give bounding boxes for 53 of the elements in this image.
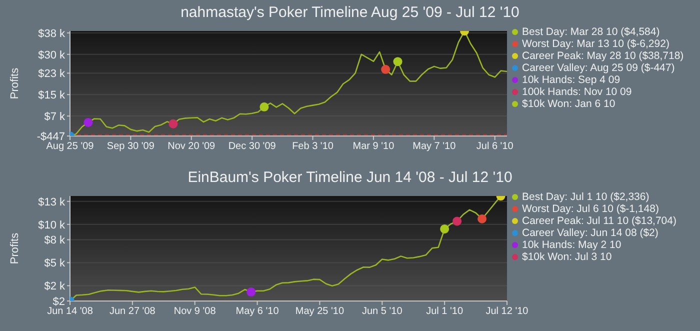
y-tick-label: $38 k (38, 28, 66, 40)
x-tick-label: Sep 30 '09 (106, 141, 155, 152)
y-tick-label: -$447 (36, 130, 65, 143)
point (381, 64, 390, 74)
x-tick-label: Jul 6 '10 (476, 141, 514, 152)
x-tick-label: Mar 9 '10 (352, 141, 395, 152)
legend-label: $10k Won: Jan 6 10 (522, 98, 616, 110)
point (440, 224, 450, 234)
y-tick-label: $8 k (44, 234, 66, 247)
point (478, 214, 487, 224)
x-tick-label: Jul 1 '10 (426, 306, 464, 318)
x-tick-label: Aug 25 '09 (46, 141, 94, 152)
y-tick-label: $2 k (44, 280, 66, 293)
y-tick-label: $15 k (38, 89, 66, 102)
point (260, 102, 269, 112)
legend-label: 100k Hands: Nov 10 09 (522, 86, 632, 98)
x-tick-label: May 25 '10 (295, 306, 344, 318)
x-tick-label: Nov 9 '08 (174, 306, 216, 318)
legend-label: $10k Won: Jul 3 10 (522, 251, 612, 263)
point (393, 57, 402, 66)
x-tick-label: Jun 27 '08 (110, 306, 156, 318)
legend-label: 10k Hands: Sep 4 09 (522, 74, 620, 86)
y-tick-label: $30 k (38, 49, 66, 62)
x-tick-label: Dec 30 '09 (228, 141, 276, 152)
x-tick-label: Nov 20 '09 (168, 141, 216, 152)
x-tick-label: Jun 5 '10 (362, 306, 403, 318)
legend-label: Career Valley: Jun 14 08 ($2) (522, 227, 658, 239)
y-tick-label: $2 (52, 296, 65, 308)
y-tick-label: $23 k (38, 68, 66, 80)
x-tick-label: May 7 '10 (412, 141, 456, 152)
point (168, 119, 178, 128)
x-tick-label: Jun 14 '08 (47, 306, 94, 318)
chart-title: EinBaum's Poker Timeline Jun 14 '08 - Jul 12 '10 (186, 169, 514, 186)
point (84, 118, 93, 127)
y-axis-title: Profits (8, 67, 21, 100)
x-tick-label: Jul 12 '10 (486, 306, 529, 318)
legend-label: Worst Day: Mar 13 10 ($-6,292) (522, 38, 670, 50)
y-tick-label: $5 k (44, 258, 66, 270)
legend-label: Best Day: Mar 28 10 ($4,584) (522, 26, 660, 38)
legend-label: Worst Day: Jul 6 10 ($-1,148) (522, 203, 659, 215)
legend-label: Career Peak: Jul 11 10 ($13,704) (522, 215, 676, 227)
legend-label: Career Peak: May 28 10 ($38,718) (522, 50, 684, 62)
x-tick-label: Feb 3 '10 (292, 141, 334, 152)
legend-label: Best Day: Jul 1 10 ($2,336) (522, 191, 650, 203)
x-tick-label: May 6 '10 (236, 306, 280, 318)
y-tick-label: $13 k (38, 196, 66, 208)
legend-label: Career Valley: Aug 25 09 ($-447) (522, 62, 675, 74)
y-axis-title: Profits (8, 232, 21, 264)
y-tick-label: $10 k (38, 219, 66, 232)
legend-label: 10k Hands: May 2 10 (522, 239, 622, 251)
point (452, 216, 462, 226)
chart-title: nahmastay's Poker Timeline Aug 25 '09 - Jul 12 '10 (180, 4, 520, 21)
y-tick-label: $7 k (44, 110, 66, 123)
